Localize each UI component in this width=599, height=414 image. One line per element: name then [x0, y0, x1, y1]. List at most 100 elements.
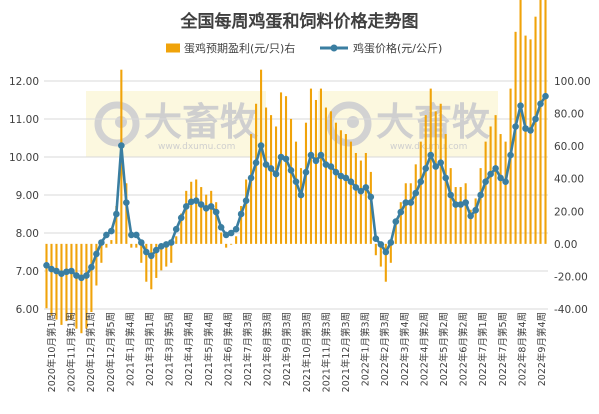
egg-price-point — [532, 115, 539, 123]
profit-bar — [250, 134, 253, 244]
legend: 蛋鸡预期盈利(元/只)右 鸡蛋价格(元/公斤) — [166, 41, 442, 55]
profit-bar — [284, 96, 288, 244]
x-tick-label: 2021年3月第5周 — [164, 312, 176, 386]
egg-price-point — [123, 199, 130, 206]
profit-bar — [190, 181, 193, 244]
right-axis: -40.00 -20.00 0.00 20.00 40.00 60.00 80.00 100.… — [554, 76, 591, 316]
egg-price-point — [507, 151, 514, 159]
egg-price-point — [167, 239, 175, 246]
egg-price-point — [212, 208, 220, 216]
profit-bar — [369, 171, 372, 244]
profit-bar — [180, 213, 183, 244]
egg-price-point — [357, 187, 365, 195]
x-tick-label: 2021年12月第3周 — [340, 312, 352, 392]
profit-bar — [329, 111, 332, 244]
profit-bar — [349, 141, 352, 244]
x-tick-label: 2022年2月第3周 — [379, 312, 391, 386]
profit-bar — [75, 243, 78, 329]
left-tick-label: 12.00 — [9, 76, 39, 88]
profit-bar — [409, 183, 412, 244]
profit-bar — [414, 164, 417, 244]
right-tick-label: -20.00 — [554, 271, 588, 283]
egg-price-point — [477, 191, 484, 199]
egg-price-point — [462, 199, 469, 206]
egg-price-point — [537, 100, 544, 108]
x-tick-label: 2021年9月第3周 — [281, 312, 293, 386]
profit-bar — [260, 69, 263, 244]
egg-price-point — [422, 165, 430, 172]
profit-bar — [155, 243, 158, 278]
profit-bar — [399, 202, 402, 244]
profit-bar — [170, 243, 173, 263]
watermark-subtext: www.dxumu.com — [390, 142, 467, 152]
profit-bar — [225, 243, 228, 248]
profit-bar — [90, 243, 93, 313]
profit-bar — [105, 243, 108, 248]
profit-bar — [215, 202, 218, 244]
profit-bar — [459, 187, 462, 244]
egg-price-point — [407, 199, 415, 206]
egg-price-point — [142, 248, 150, 256]
egg-price-point — [242, 197, 250, 204]
profit-bar — [499, 134, 502, 244]
profit-bar — [265, 107, 268, 244]
profit-bar — [424, 115, 427, 244]
left-tick-label: 10.00 — [9, 152, 39, 164]
egg-price-point — [113, 210, 120, 218]
egg-price-point — [397, 208, 405, 216]
profit-bar — [245, 179, 248, 244]
right-tick-label: -40.00 — [554, 304, 588, 316]
egg-price-point — [382, 248, 390, 256]
profit-bar — [255, 103, 258, 244]
egg-price-point — [88, 263, 95, 271]
egg-price-point — [317, 151, 325, 159]
egg-price-point — [487, 170, 494, 178]
egg-price-point — [83, 272, 90, 279]
egg-price-point — [217, 224, 225, 231]
profit-bar — [130, 243, 133, 248]
profit-bar — [339, 130, 342, 244]
egg-price-point — [128, 231, 135, 239]
egg-price-point — [312, 157, 320, 165]
x-tick-label: 2021年10月第3周 — [301, 312, 313, 392]
egg-price-point — [307, 151, 315, 159]
egg-price-point — [347, 178, 355, 185]
profit-bar — [299, 168, 303, 244]
egg-price-point — [437, 159, 445, 166]
profit-bar — [394, 221, 397, 244]
profit-bar — [524, 35, 527, 244]
x-tick-label: 2021年7月第3周 — [242, 312, 254, 386]
egg-price-point — [247, 174, 255, 182]
egg-price-point — [482, 178, 489, 185]
profit-bar — [469, 209, 472, 244]
watermark-subtext: www.dxumu.com — [158, 142, 235, 152]
profit-bar — [195, 179, 198, 244]
profit-bar — [314, 99, 318, 244]
x-axis: 2020年10月第1周 2020年11月第1周 2020年12月第1周 2020年12… — [46, 312, 548, 392]
egg-price-point — [387, 239, 395, 246]
x-tick-label: 2022年9月第4周 — [536, 312, 548, 386]
egg-price-point — [372, 235, 380, 242]
line-series — [43, 92, 549, 282]
egg-price-point — [267, 165, 275, 172]
watermark-logo-dot-icon — [347, 116, 359, 128]
x-tick-label: 2022年7月第5周 — [497, 312, 509, 386]
egg-price-point — [342, 174, 350, 182]
x-tick-label: 2022年7月第1周 — [477, 312, 489, 386]
egg-price-point — [133, 231, 140, 239]
x-tick-label: 2022年6月第2周 — [458, 312, 470, 386]
egg-price-point — [252, 159, 260, 166]
profit-bar — [100, 243, 103, 263]
egg-price-point — [222, 231, 230, 239]
egg-price-point — [282, 155, 290, 163]
right-tick-label: 0.00 — [554, 239, 577, 251]
egg-price-point — [48, 265, 55, 273]
egg-price-point — [302, 168, 310, 176]
profit-bar — [80, 243, 83, 334]
profit-bar — [294, 141, 298, 244]
left-tick-label: 11.00 — [9, 114, 39, 126]
legend-line-marker — [330, 44, 338, 52]
egg-price-point — [367, 193, 375, 201]
profit-bar — [534, 16, 537, 244]
profit-bar — [274, 126, 278, 244]
